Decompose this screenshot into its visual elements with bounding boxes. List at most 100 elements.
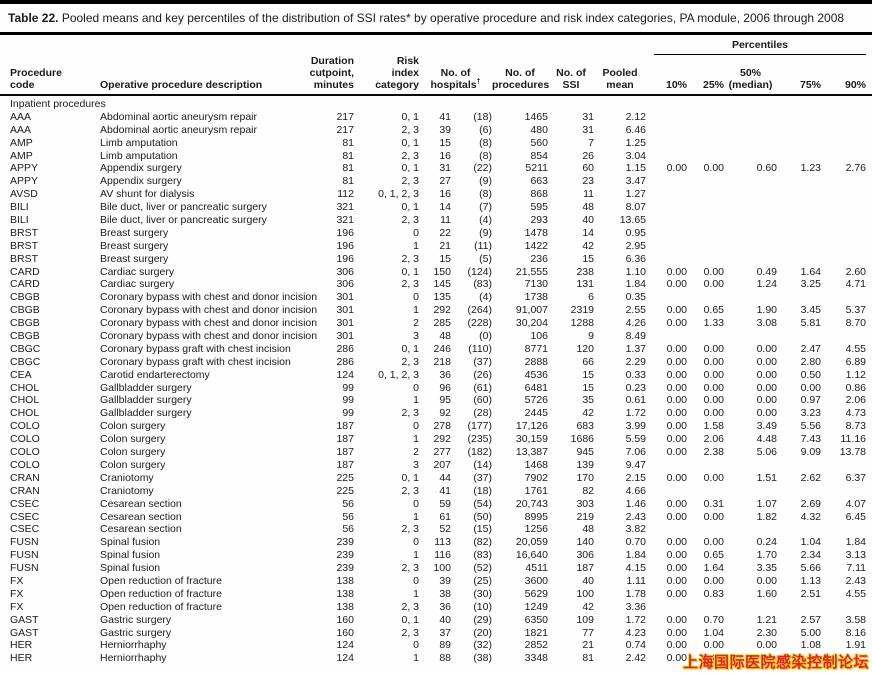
cell: 8.07: [625, 201, 646, 214]
cell: 1: [413, 510, 419, 523]
cell: 2, 3: [401, 523, 419, 536]
cell: 2, 3: [401, 123, 419, 136]
table-row: CBGB Coronary bypass with chest and donor…: [0, 330, 872, 343]
hospitals-line1: No. of: [440, 67, 471, 79]
cell: 0.65: [703, 304, 724, 317]
cell: 0: [413, 574, 419, 587]
table-title: Table 22. Pooled means and key percentil…: [0, 8, 872, 30]
col-header-risk: Risk index category: [375, 55, 419, 91]
cell: FUSN: [10, 536, 39, 549]
cell: Herniorrhaphy: [100, 639, 167, 652]
cell: [821, 111, 866, 124]
cell: 0: [413, 497, 419, 510]
cell: FX: [10, 600, 24, 613]
cell: 2.38: [703, 446, 724, 459]
cell: CBGB: [10, 330, 40, 343]
cell: 81: [342, 162, 354, 175]
col-header-p50: 50% (median): [728, 67, 773, 91]
cell: HER: [10, 639, 33, 652]
cell: 5.81: [800, 317, 821, 330]
cell: 187: [336, 420, 354, 433]
cell: 120: [576, 342, 594, 355]
cell: [777, 111, 821, 124]
cell: [687, 188, 724, 201]
cell: (14): [473, 458, 492, 471]
cell: CBGB: [10, 304, 40, 317]
cell: 0.00: [666, 304, 687, 317]
cell: 8.70: [845, 317, 866, 330]
col-header-procedure-code: Procedure code: [10, 67, 62, 91]
cell: 2: [413, 317, 419, 330]
cell: 2, 3: [401, 149, 419, 162]
cell: 1.27: [625, 188, 646, 201]
cell: 0.00: [800, 381, 821, 394]
table-body: Inpatient procedures AAA Abdominal aortic…: [0, 96, 872, 665]
cell: 0.00: [703, 471, 724, 484]
cell: 1.82: [756, 510, 777, 523]
cell: 0: [413, 226, 419, 239]
cell: [724, 523, 777, 536]
cell: 0.00: [703, 162, 724, 175]
cell: (10): [473, 600, 492, 613]
table-row: FUSN Spinal fusion 239 2, 3 100 (52) 4511 187 4.…: [0, 562, 872, 575]
cell: 0, 1: [401, 471, 419, 484]
cell: 0.00: [756, 381, 777, 394]
cell: 0, 1: [401, 136, 419, 149]
cell: 1: [413, 304, 419, 317]
cell: 9.47: [625, 458, 646, 471]
cell: (177): [467, 420, 492, 433]
table-row: CBGB Coronary bypass with chest and donor…: [0, 291, 872, 304]
cell: 0.00: [666, 510, 687, 523]
cell: [646, 124, 687, 137]
cell: 0.00: [666, 587, 687, 600]
cell: 96: [439, 381, 451, 394]
cell: 3.45: [800, 304, 821, 317]
cell: (28): [473, 407, 492, 420]
cell: Open reduction of fracture: [100, 574, 222, 587]
cell: 4.07: [845, 497, 866, 510]
cell: 0.00: [666, 265, 687, 278]
cell: CSEC: [10, 497, 40, 510]
cell: 0.00: [666, 626, 687, 639]
cell: 3.99: [625, 420, 646, 433]
cell: Bile duct, liver or pancreatic surgery: [100, 214, 267, 227]
cell: [687, 240, 724, 253]
cell: [777, 137, 821, 150]
cell: 17,126: [515, 420, 548, 433]
cell: [724, 291, 777, 304]
cell: Craniotomy: [100, 484, 154, 497]
cell: 61: [439, 510, 451, 523]
cell: [646, 201, 687, 214]
table-row: GAST Gastric surgery 160 2, 3 37 (20) 1821 77 4.…: [0, 627, 872, 640]
cell: 1.23: [800, 162, 821, 175]
cell: 1.13: [800, 574, 821, 587]
cell: [777, 601, 821, 614]
cell: 0.00: [756, 574, 777, 587]
cell: 1.37: [625, 342, 646, 355]
cell: 7: [588, 136, 594, 149]
table-row: APPY Appendix surgery 81 2, 3 27 (9) 663 23 3.47: [0, 175, 872, 188]
cell: 2852: [524, 639, 548, 652]
cell: (8): [479, 149, 492, 162]
cell: 0.74: [625, 639, 646, 652]
cell: 36: [439, 600, 451, 613]
cell: 82: [582, 484, 594, 497]
cell: 31: [439, 162, 451, 175]
cell: 2, 3: [401, 175, 419, 188]
cell: 2.57: [800, 613, 821, 626]
cell: 2, 3: [401, 214, 419, 227]
table-row: CBGB Coronary bypass with chest and donor…: [0, 317, 872, 330]
cell: Spinal fusion: [100, 536, 161, 549]
cell: 31: [582, 110, 594, 123]
cell: Open reduction of fracture: [100, 587, 222, 600]
cell: 1: [413, 652, 419, 665]
cell: 66: [582, 355, 594, 368]
cell: 301: [336, 304, 354, 317]
cell: [646, 459, 687, 472]
cell: [646, 175, 687, 188]
cell: 0.70: [625, 536, 646, 549]
cell: 2.51: [800, 587, 821, 600]
cell: BRST: [10, 239, 39, 252]
cell: [724, 188, 777, 201]
cell: 48: [582, 201, 594, 214]
